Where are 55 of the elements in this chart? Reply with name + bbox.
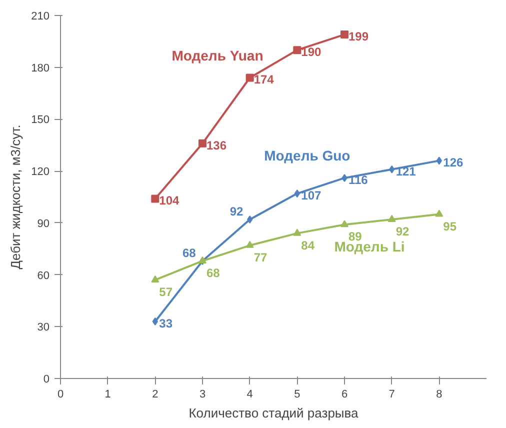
x-tick-label: 7 — [388, 388, 395, 400]
y-tick-label: 90 — [37, 218, 50, 230]
y-tick-label: 60 — [37, 270, 50, 282]
y-tick-label: 120 — [31, 166, 50, 178]
point — [389, 165, 395, 174]
point — [436, 156, 442, 165]
point — [152, 317, 158, 326]
x-tick-label: 2 — [152, 388, 158, 400]
x-tick-label: 4 — [246, 388, 253, 400]
point — [293, 46, 302, 54]
data-label: 77 — [254, 250, 268, 264]
data-label: 107 — [301, 188, 322, 203]
x-tick-label: 5 — [294, 388, 300, 400]
point — [340, 30, 348, 39]
y-tick-label: 150 — [31, 114, 50, 126]
point — [246, 74, 254, 82]
data-label: 92 — [396, 224, 410, 238]
data-label: 57 — [159, 284, 173, 299]
point — [388, 214, 396, 222]
data-label: 92 — [230, 204, 244, 218]
data-label: 84 — [301, 238, 315, 252]
x-tick-label: 6 — [341, 388, 348, 400]
y-tick-label: 210 — [31, 10, 50, 22]
data-label: 95 — [443, 219, 457, 234]
y-tick-label: 0 — [43, 374, 50, 386]
point — [435, 210, 444, 217]
y-tick-label: 30 — [37, 322, 50, 334]
data-label: 199 — [348, 30, 369, 44]
point — [247, 215, 253, 224]
x-tick-label: 3 — [199, 388, 206, 400]
point — [293, 228, 302, 236]
x-tick-label: 1 — [104, 388, 111, 400]
data-label: 136 — [206, 138, 227, 152]
data-label: 104 — [159, 194, 180, 208]
x-tick-label: 8 — [436, 388, 442, 400]
data-label: 174 — [254, 72, 274, 87]
y-axis-title: Дебит жидкости, м3/сут. — [8, 124, 24, 270]
point — [246, 240, 254, 248]
x-tick-label: 0 — [57, 388, 64, 400]
point — [294, 190, 300, 198]
data-label: 68 — [206, 266, 220, 280]
x-axis-title: Количество стадий разрыва — [188, 406, 360, 420]
data-label: 126 — [443, 156, 464, 170]
data-label: 68 — [182, 246, 196, 260]
data-label: 190 — [301, 45, 322, 60]
point — [342, 174, 348, 182]
y-tick-label: 180 — [31, 62, 50, 74]
data-label: 33 — [159, 316, 173, 330]
point — [198, 139, 206, 148]
point — [151, 275, 160, 282]
point — [151, 194, 160, 203]
series-label: Модель Guo — [264, 148, 350, 164]
series-label: Модель Yuan — [172, 47, 264, 64]
point — [340, 220, 348, 228]
data-label: 89 — [348, 230, 362, 244]
